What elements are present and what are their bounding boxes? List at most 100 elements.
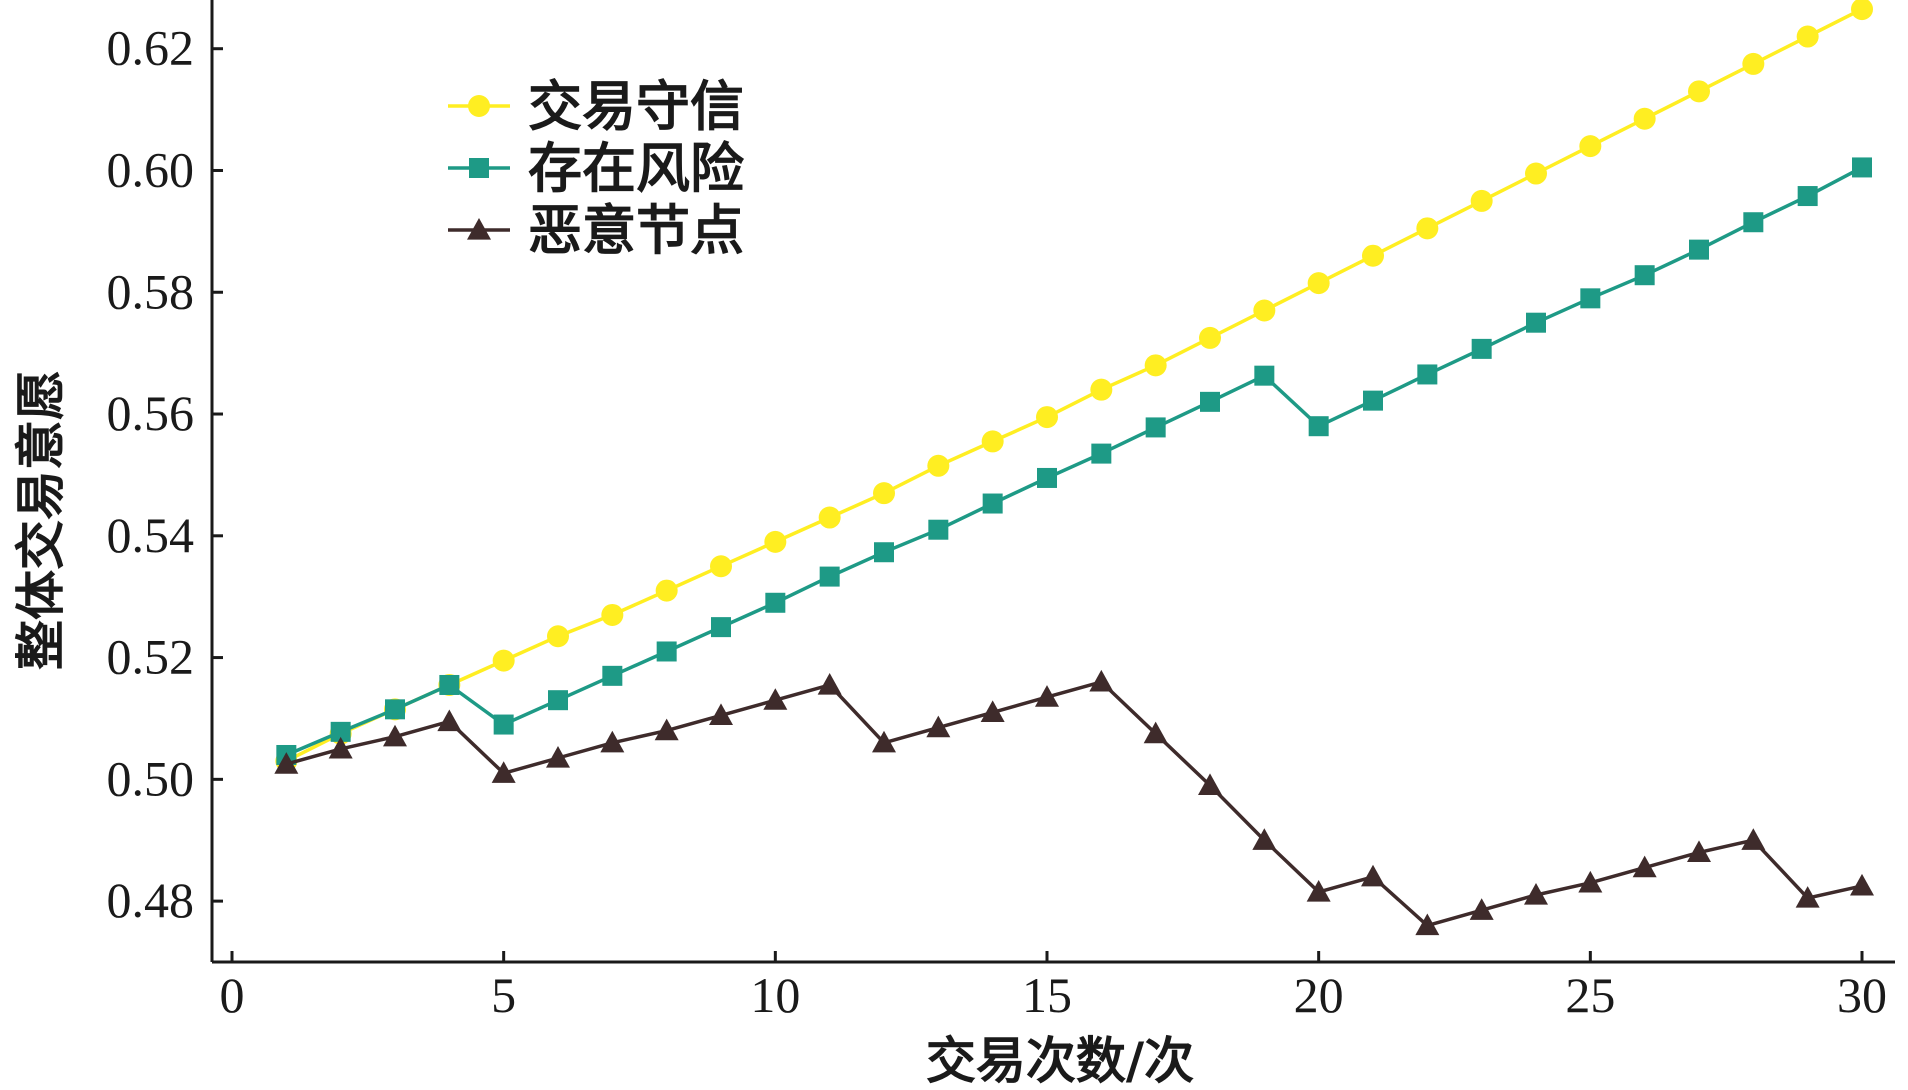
data-point-risky: [1743, 212, 1764, 233]
data-point-trustworthy: [1470, 189, 1493, 212]
legend-swatch-marker: [467, 218, 491, 240]
data-point-risky: [1580, 288, 1601, 309]
data-point-risky: [1417, 364, 1438, 385]
data-point-malicious: [654, 718, 679, 741]
data-point-trustworthy: [655, 579, 678, 602]
series-malicious: [274, 669, 1874, 936]
data-point-trustworthy: [1579, 135, 1602, 158]
series-risky: [276, 157, 1872, 765]
data-point-trustworthy: [1253, 299, 1276, 322]
data-point-trustworthy: [1090, 378, 1113, 401]
legend-item-malicious: 恶意节点: [448, 199, 744, 262]
data-point-malicious: [926, 715, 951, 738]
data-point-malicious: [1578, 870, 1603, 893]
legend-swatch-marker: [468, 95, 490, 117]
data-point-trustworthy: [1525, 162, 1547, 185]
data-point-risky: [1037, 467, 1057, 488]
data-point-risky: [1852, 157, 1872, 178]
data-point-trustworthy: [1144, 354, 1167, 377]
data-point-risky: [1797, 186, 1818, 207]
data-point-malicious: [1741, 828, 1766, 850]
data-point-risky: [656, 641, 677, 662]
x-tick-label: 15: [1022, 967, 1072, 1023]
y-tick-label: 0.50: [107, 750, 195, 806]
y-axis-title: 整体交易意愿: [12, 370, 70, 670]
series-layer: [274, 0, 1874, 936]
data-point-trustworthy: [1416, 217, 1439, 240]
data-point-malicious: [1795, 886, 1820, 908]
data-point-risky: [439, 674, 460, 695]
series-trustworthy: [275, 0, 1873, 773]
data-point-malicious: [1361, 864, 1385, 887]
data-point-malicious: [1252, 828, 1277, 850]
data-point-risky: [982, 493, 1003, 514]
data-point-risky: [330, 721, 351, 742]
data-point-trustworthy: [1362, 244, 1384, 267]
data-point-malicious: [1089, 669, 1114, 692]
data-point-risky: [1363, 390, 1383, 411]
data-point-risky: [1689, 239, 1709, 260]
data-point-malicious: [709, 703, 733, 726]
data-point-trustworthy: [1199, 326, 1221, 349]
data-point-risky: [1308, 416, 1329, 437]
data-point-risky: [1526, 312, 1546, 333]
x-tick-label: 25: [1565, 967, 1615, 1023]
x-tick-label: 0: [220, 967, 245, 1023]
data-point-risky: [819, 566, 840, 587]
y-tick-label: 0.48: [107, 872, 195, 928]
data-point-trustworthy: [1688, 80, 1710, 103]
data-point-trustworthy: [1307, 272, 1330, 295]
data-point-trustworthy: [601, 603, 624, 626]
y-tick-label: 0.58: [107, 263, 195, 319]
data-point-malicious: [546, 746, 570, 768]
data-point-malicious: [980, 700, 1005, 722]
data-point-malicious: [1198, 773, 1222, 796]
data-point-malicious: [1306, 879, 1331, 902]
data-point-malicious: [383, 724, 407, 747]
data-point-trustworthy: [1633, 107, 1656, 130]
y-axis-ticks: 0.48 0.50 0.52 0.54 0.56 0.58 0.60 0.62: [107, 20, 223, 928]
x-tick-label: 20: [1294, 967, 1344, 1023]
data-point-trustworthy: [764, 530, 787, 553]
data-point-malicious: [328, 736, 353, 759]
series-line-risky: [285, 165, 1863, 757]
data-point-malicious: [1035, 685, 1059, 707]
x-tick-label: 10: [750, 967, 800, 1023]
x-tick-label: 30: [1837, 967, 1887, 1023]
data-point-risky: [765, 592, 786, 613]
data-point-malicious: [600, 730, 625, 753]
data-point-malicious: [1632, 855, 1657, 878]
data-point-malicious: [763, 688, 788, 710]
legend-label: 交易守信: [528, 75, 744, 138]
data-point-risky: [602, 665, 623, 686]
y-tick-label: 0.52: [107, 629, 195, 685]
data-point-malicious: [1524, 883, 1548, 905]
x-axis-title: 交易次数/次: [926, 1032, 1194, 1090]
data-point-risky: [385, 699, 405, 720]
data-point-malicious: [1143, 721, 1168, 744]
data-point-trustworthy: [547, 625, 569, 648]
data-point-malicious: [817, 672, 842, 695]
data-point-risky: [1145, 417, 1166, 438]
data-point-trustworthy: [710, 555, 732, 578]
data-point-risky: [874, 542, 894, 563]
data-point-malicious: [274, 752, 299, 774]
data-point-trustworthy: [1742, 52, 1765, 75]
data-point-risky: [1254, 365, 1275, 386]
data-point-trustworthy: [1796, 25, 1819, 48]
legend-label: 存在风险: [528, 137, 745, 200]
data-point-risky: [1200, 391, 1220, 412]
y-tick-label: 0.62: [107, 20, 195, 76]
data-point-risky: [1634, 265, 1655, 286]
data-point-malicious: [437, 709, 462, 732]
data-point-malicious: [1469, 898, 1494, 920]
data-point-risky: [493, 714, 514, 735]
legend-item-risky: 存在风险: [448, 137, 745, 200]
data-point-trustworthy: [1851, 0, 1873, 21]
data-point-trustworthy: [927, 454, 950, 477]
data-point-malicious: [491, 761, 516, 783]
legend-label: 恶意节点: [528, 199, 744, 262]
data-point-trustworthy: [1036, 406, 1058, 429]
